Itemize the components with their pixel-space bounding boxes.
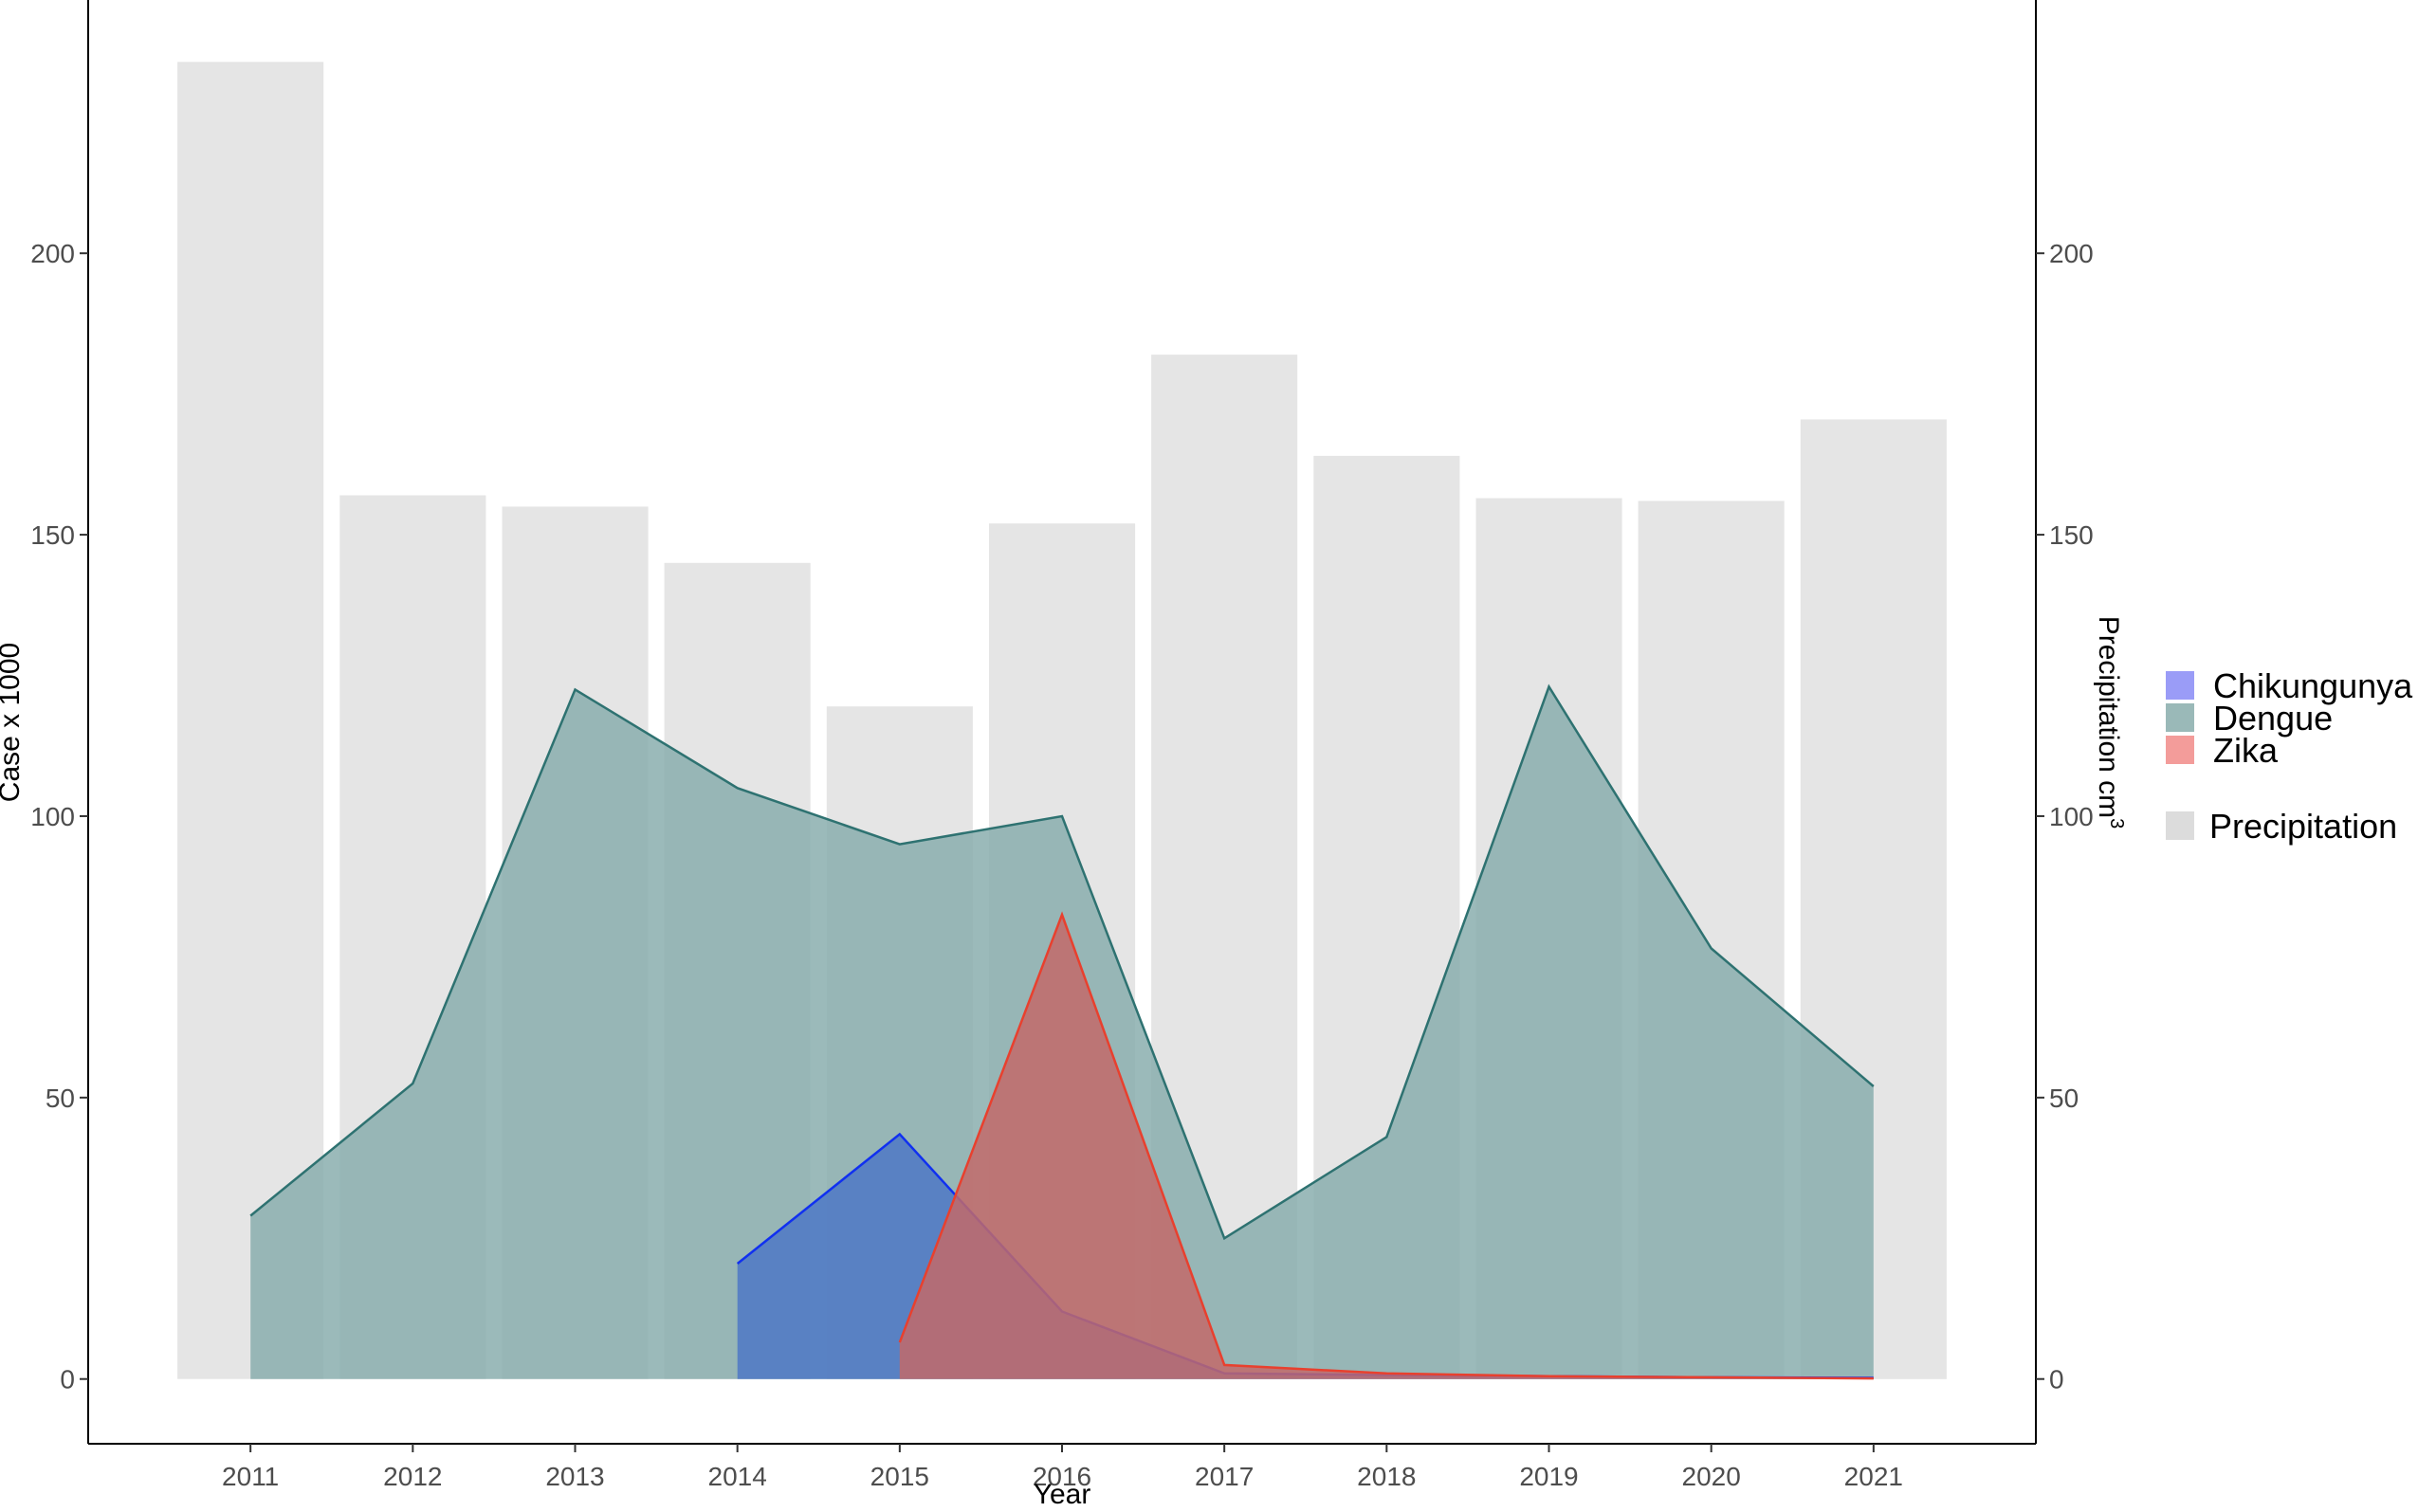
legend-key-chikungunya [2166,671,2194,700]
zika-line [898,911,1874,1380]
y-tick-label-right: 150 [2049,520,2094,550]
x-tick-label: 2013 [545,1462,604,1491]
x-tick-label: 2012 [383,1462,442,1491]
y-tick-label-right: 200 [2049,239,2094,268]
x-tick-label: 2015 [870,1462,929,1491]
dengue-line [249,683,1875,1241]
y-tick-label-right: 50 [2049,1084,2079,1113]
x-tick-label: 2020 [1682,1462,1741,1491]
y-axis-right-title-text: Precipitation cm [2093,616,2124,818]
y-axis-right-title-superscript: 3 [2106,818,2127,829]
legend-key-precipitation [2166,811,2194,840]
legend-key-zika [2166,736,2194,764]
y-tick-label-left: 0 [60,1365,75,1394]
x-tick-label: 2011 [222,1462,279,1491]
y-axis-title: Case x 1000 [0,643,26,802]
case-areas [249,683,1875,1380]
x-tick-label: 2016 [1033,1462,1091,1491]
legend-label-dengue: Dengue [2213,699,2333,738]
y-tick-label-left: 100 [30,802,75,831]
y-tick-label-left: 150 [30,520,75,550]
x-tick-label: 2019 [1519,1462,1578,1491]
ticks: 0 0 50 50 100 100 150 150 200 200 2011 2012 2013 2014… [30,239,2093,1491]
y-tick-label-left: 50 [46,1084,75,1113]
x-tick-label: 2018 [1357,1462,1416,1491]
precipitation-bar-2011 [177,62,324,1379]
legend-label-chikungunya: Chikungunya [2213,666,2413,705]
y-axis-right-title: Precipitation cm3 [2093,616,2127,829]
zika-area [899,914,1874,1379]
x-axis-title: Year [1034,1479,1091,1510]
legend-key-dengue [2166,703,2194,732]
x-tick-label: 2021 [1844,1462,1903,1491]
x-tick-label: 2017 [1195,1462,1254,1491]
legend-label-zika: Zika [2213,731,2279,770]
y-tick-label-right: 100 [2049,802,2094,831]
legend-label-precipitation: Precipitation [2209,807,2397,846]
y-tick-label-left: 200 [30,239,75,268]
x-tick-label: 2014 [708,1462,767,1491]
y-tick-label-right: 0 [2049,1365,2064,1394]
